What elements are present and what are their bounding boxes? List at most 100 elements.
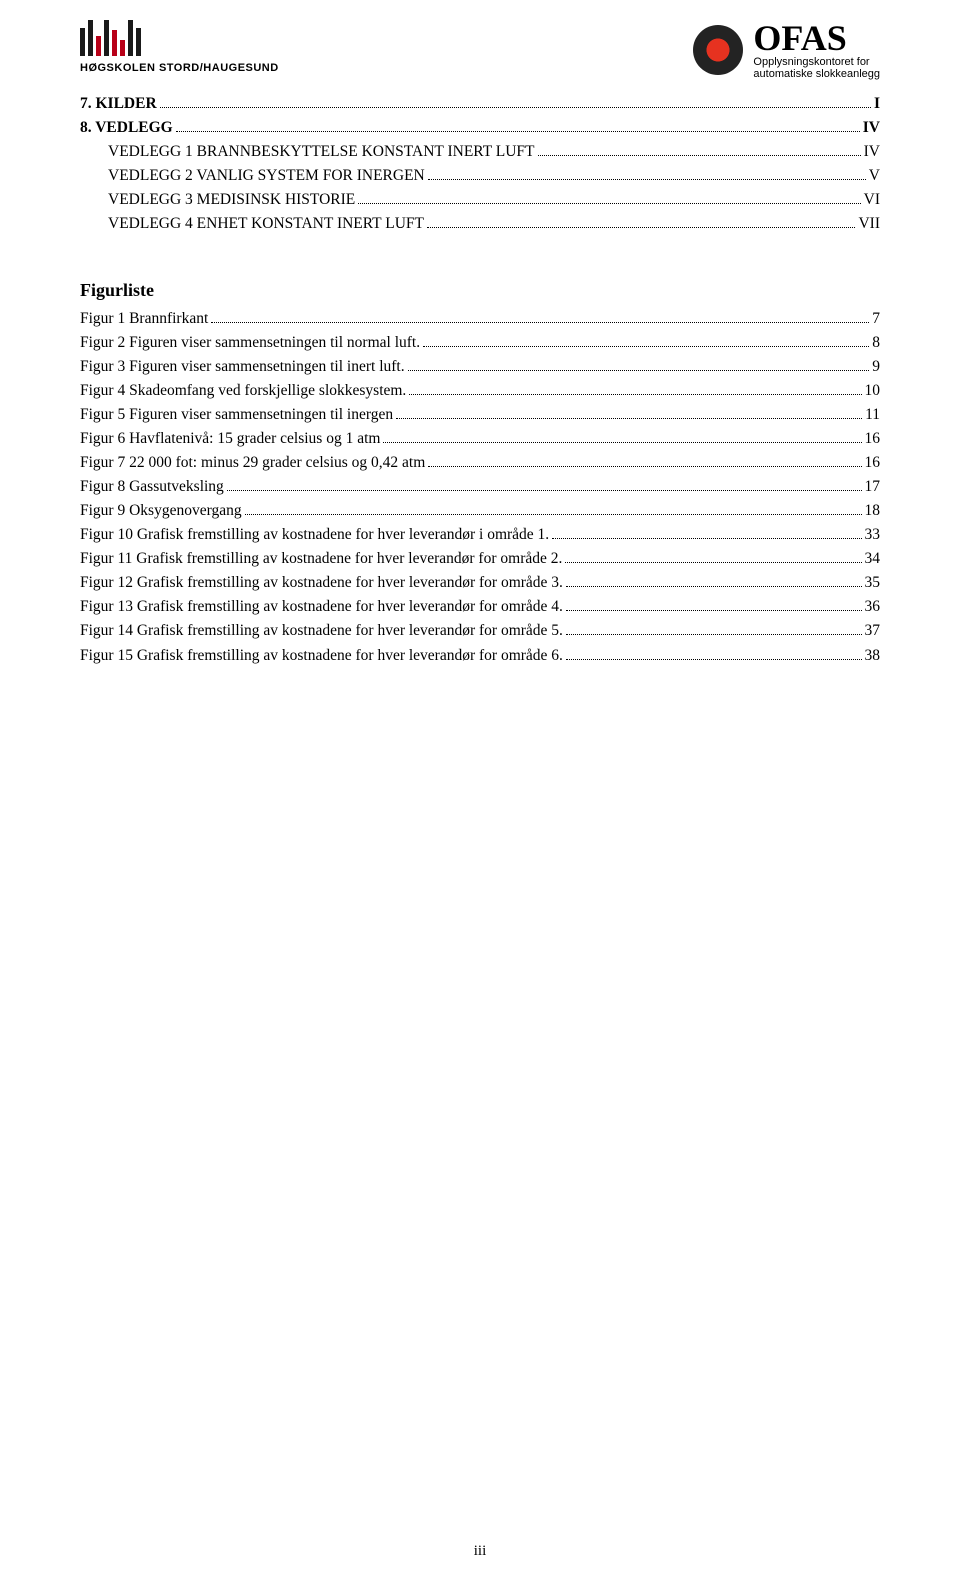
toc-leader-dots (396, 409, 862, 420)
figure-entry: Figur 2 Figuren viser sammensetningen ti… (80, 331, 880, 355)
toc-leader-dots (383, 433, 861, 444)
figure-entry-page: 7 (872, 307, 880, 331)
figure-entry-page: 37 (865, 619, 881, 643)
figure-entry-page: 38 (865, 644, 881, 668)
content-body: 7. KILDER I 8. VEDLEGG IV VEDLEGG 1 BRANNBES… (80, 92, 880, 667)
figure-entry-label: Figur 6 Havflatenivå: 15 grader celsius … (80, 427, 380, 451)
toc-entry: VEDLEGG 2 VANLIG SYSTEM FOR INERGEN V (80, 164, 880, 188)
header: HØGSKOLEN STORD/HAUGESUND OFAS Opplysnin… (80, 20, 880, 80)
figure-entry: Figur 11 Grafisk fremstilling av kostnad… (80, 547, 880, 571)
figure-entry-page: 18 (865, 499, 881, 523)
figure-entry-label: Figur 11 Grafisk fremstilling av kostnad… (80, 547, 562, 571)
figure-entry-page: 11 (865, 403, 880, 427)
toc-leader-dots (552, 529, 861, 540)
figure-entry: Figur 10 Grafisk fremstilling av kostnad… (80, 523, 880, 547)
page-number: iii (0, 1543, 960, 1560)
toc-leader-dots (227, 481, 862, 492)
figure-entry: Figur 5 Figuren viser sammensetningen ti… (80, 403, 880, 427)
figure-entry-label: Figur 5 Figuren viser sammensetningen ti… (80, 403, 393, 427)
figure-entry-page: 17 (865, 475, 881, 499)
toc-leader-dots (566, 577, 862, 588)
toc-leader-dots (566, 649, 862, 660)
ofas-subline-2: automatiske slokkeanlegg (753, 68, 880, 80)
toc-leader-dots (566, 601, 862, 612)
figure-entry-label: Figur 12 Grafisk fremstilling av kostnad… (80, 571, 563, 595)
toc-entry-label: VEDLEGG 4 ENHET KONSTANT INERT LUFT (108, 212, 424, 236)
figure-entry-label: Figur 10 Grafisk fremstilling av kostnad… (80, 523, 549, 547)
toc-entry: 7. KILDER I (80, 92, 880, 116)
figure-entry-label: Figur 1 Brannfirkant (80, 307, 208, 331)
toc-leader-dots (245, 505, 862, 516)
figurliste-heading: Figurliste (80, 280, 880, 301)
ofas-subline-1: Opplysningskontoret for (753, 56, 880, 68)
toc-leader-dots (423, 336, 869, 347)
toc-entry-label: VEDLEGG 2 VANLIG SYSTEM FOR INERGEN (108, 164, 425, 188)
toc-entry-page: IV (863, 116, 880, 140)
toc-entry: VEDLEGG 1 BRANNBESKYTTELSE KONSTANT INER… (80, 140, 880, 164)
figure-entry-page: 9 (872, 355, 880, 379)
hsh-logo: HØGSKOLEN STORD/HAUGESUND (80, 20, 279, 74)
toc-leader-dots (408, 360, 870, 371)
figure-entry-page: 33 (865, 523, 881, 547)
figure-entry: Figur 1 Brannfirkant 7 (80, 307, 880, 331)
toc-entry-label: VEDLEGG 3 MEDISINSK HISTORIE (108, 188, 355, 212)
figure-entry-label: Figur 8 Gassutveksling (80, 475, 224, 499)
toc-leader-dots (409, 384, 861, 395)
toc-leader-dots (211, 312, 869, 323)
figure-entry-page: 35 (865, 571, 881, 595)
figure-entry: Figur 6 Havflatenivå: 15 grader celsius … (80, 427, 880, 451)
figure-entry-label: Figur 7 22 000 fot: minus 29 grader cels… (80, 451, 425, 475)
toc-entry-page: VI (864, 188, 880, 212)
figure-entry: Figur 13 Grafisk fremstilling av kostnad… (80, 595, 880, 619)
ofas-badge-icon (693, 25, 743, 75)
toc-entry-page: V (869, 164, 880, 188)
toc-entry: VEDLEGG 4 ENHET KONSTANT INERT LUFT VII (80, 212, 880, 236)
toc-leader-dots (428, 169, 866, 180)
toc-entry-page: VII (858, 212, 880, 236)
figure-entry-label: Figur 13 Grafisk fremstilling av kostnad… (80, 595, 563, 619)
figure-entry-label: Figur 4 Skadeomfang ved forskjellige slo… (80, 379, 406, 403)
figure-list: Figur 1 Brannfirkant 7 Figur 2 Figuren vis… (80, 307, 880, 667)
figure-entry: Figur 9 Oksygenovergang 18 (80, 499, 880, 523)
toc-leader-dots (538, 145, 861, 156)
figure-entry-label: Figur 3 Figuren viser sammensetningen ti… (80, 355, 405, 379)
figure-entry-label: Figur 2 Figuren viser sammensetningen ti… (80, 331, 420, 355)
toc-entry-label: 7. KILDER (80, 92, 157, 116)
figure-entry-page: 8 (872, 331, 880, 355)
figure-entry-page: 16 (865, 427, 881, 451)
toc-leader-dots (358, 193, 860, 204)
figure-entry: Figur 3 Figuren viser sammensetningen ti… (80, 355, 880, 379)
toc-leader-dots (565, 553, 861, 564)
figure-entry: Figur 12 Grafisk fremstilling av kostnad… (80, 571, 880, 595)
toc-leader-dots (428, 457, 861, 468)
toc-sections: 7. KILDER I 8. VEDLEGG IV VEDLEGG 1 BRANNBES… (80, 92, 880, 236)
figure-entry: Figur 7 22 000 fot: minus 29 grader cels… (80, 451, 880, 475)
ofas-logo: OFAS Opplysningskontoret for automatiske… (693, 20, 880, 80)
ofas-text-block: OFAS Opplysningskontoret for automatiske… (753, 20, 880, 80)
figure-entry-page: 16 (865, 451, 881, 475)
toc-entry-label: VEDLEGG 1 BRANNBESKYTTELSE KONSTANT INER… (108, 140, 535, 164)
figure-entry: Figur 4 Skadeomfang ved forskjellige slo… (80, 379, 880, 403)
document-page: HØGSKOLEN STORD/HAUGESUND OFAS Opplysnin… (0, 0, 960, 708)
toc-leader-dots (160, 97, 871, 108)
figure-entry-page: 34 (865, 547, 881, 571)
toc-entry-label: 8. VEDLEGG (80, 116, 173, 140)
toc-leader-dots (427, 217, 855, 228)
hsh-logo-bars (80, 20, 279, 56)
toc-leader-dots (176, 121, 860, 132)
toc-entry: 8. VEDLEGG IV (80, 116, 880, 140)
figure-entry-label: Figur 15 Grafisk fremstilling av kostnad… (80, 644, 563, 668)
toc-entry: VEDLEGG 3 MEDISINSK HISTORIE VI (80, 188, 880, 212)
toc-entry-page: IV (864, 140, 880, 164)
toc-entry-page: I (874, 92, 880, 116)
figure-entry-page: 10 (865, 379, 881, 403)
figure-entry-page: 36 (865, 595, 881, 619)
toc-leader-dots (566, 625, 862, 636)
ofas-title: OFAS (753, 20, 880, 56)
figure-entry: Figur 14 Grafisk fremstilling av kostnad… (80, 619, 880, 643)
figure-entry-label: Figur 14 Grafisk fremstilling av kostnad… (80, 619, 563, 643)
hsh-logo-label: HØGSKOLEN STORD/HAUGESUND (80, 62, 279, 74)
figure-entry: Figur 15 Grafisk fremstilling av kostnad… (80, 644, 880, 668)
figure-entry-label: Figur 9 Oksygenovergang (80, 499, 242, 523)
figure-entry: Figur 8 Gassutveksling 17 (80, 475, 880, 499)
